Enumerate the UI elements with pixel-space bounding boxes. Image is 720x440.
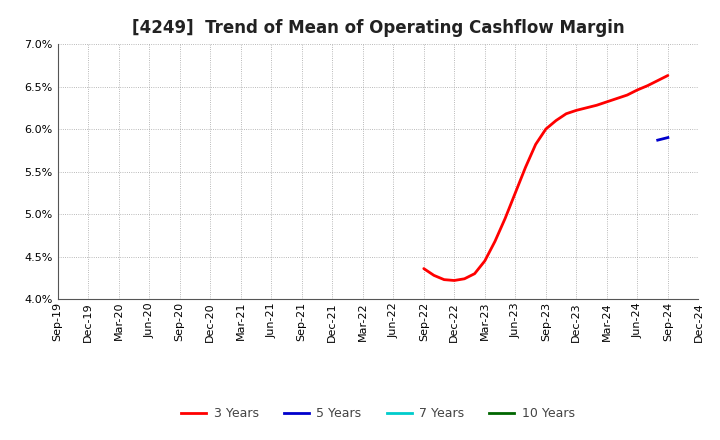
Legend: 3 Years, 5 Years, 7 Years, 10 Years: 3 Years, 5 Years, 7 Years, 10 Years: [176, 403, 580, 425]
Title: [4249]  Trend of Mean of Operating Cashflow Margin: [4249] Trend of Mean of Operating Cashfl…: [132, 19, 624, 37]
